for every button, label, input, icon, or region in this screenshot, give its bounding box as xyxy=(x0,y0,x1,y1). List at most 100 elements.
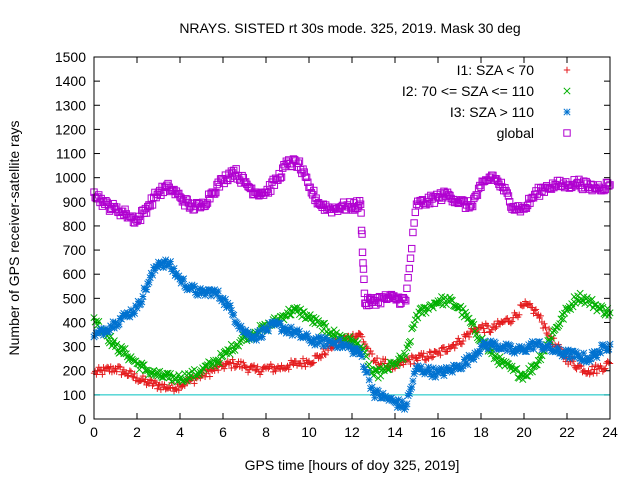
point-I2 xyxy=(385,365,393,374)
point-I1 xyxy=(545,325,553,333)
point-I1 xyxy=(130,373,137,381)
point-global xyxy=(302,173,311,182)
y-tick-label: 300 xyxy=(63,339,87,355)
point-I3 xyxy=(138,298,146,306)
y-tick-label: 1200 xyxy=(55,121,86,137)
point-I1 xyxy=(453,338,461,345)
point-I3 xyxy=(256,326,264,334)
legend-marker-I2 xyxy=(563,87,571,95)
x-tick-label: 20 xyxy=(516,424,532,440)
point-I1 xyxy=(292,357,300,365)
point-I2 xyxy=(218,353,226,361)
point-I1 xyxy=(172,385,179,392)
point-I3 xyxy=(214,287,222,295)
point-I1 xyxy=(310,359,317,366)
point-global xyxy=(409,228,417,237)
y-tick-label: 1000 xyxy=(55,170,86,186)
point-I2 xyxy=(104,337,112,345)
point-I2 xyxy=(559,315,567,323)
y-axis-label: Number of GPS receiver-satellite rays xyxy=(6,121,22,356)
point-I2 xyxy=(497,356,505,364)
point-I3 xyxy=(405,389,413,398)
point-I1 xyxy=(481,329,488,336)
point-I2 xyxy=(215,359,223,367)
y-tick-label: 400 xyxy=(63,314,87,330)
point-I2 xyxy=(422,309,430,317)
point-I3 xyxy=(166,257,174,266)
point-I2 xyxy=(569,303,577,311)
point-I2 xyxy=(470,320,478,328)
legend-marker-I1 xyxy=(563,66,571,74)
point-global xyxy=(310,186,318,195)
point-I1 xyxy=(480,325,487,332)
point-I2 xyxy=(181,370,189,378)
point-I1 xyxy=(602,365,609,372)
point-I3 xyxy=(409,377,417,385)
point-I1 xyxy=(518,302,525,309)
point-I1 xyxy=(215,366,222,374)
point-global xyxy=(535,192,544,200)
point-I1 xyxy=(115,363,123,370)
point-I1 xyxy=(507,319,515,327)
point-I1 xyxy=(400,361,407,368)
point-I2 xyxy=(372,366,380,374)
point-global xyxy=(102,197,110,205)
point-I1 xyxy=(459,337,467,345)
x-axis-label: GPS time [hours of doy 325, 2019] xyxy=(245,457,460,473)
chart-title: NRAYS. SISTED rt 30s mode. 325, 2019. Ma… xyxy=(179,20,520,36)
point-I3 xyxy=(432,373,440,381)
point-I1 xyxy=(458,340,466,348)
point-I1 xyxy=(529,304,536,311)
point-global xyxy=(142,209,151,217)
point-I2 xyxy=(399,354,407,363)
point-I1 xyxy=(368,350,376,358)
point-I1 xyxy=(373,354,381,362)
series-I2 xyxy=(90,289,614,386)
point-I3 xyxy=(358,352,366,361)
point-global xyxy=(521,204,529,212)
point-global xyxy=(226,174,234,183)
point-I1 xyxy=(314,352,321,359)
point-I3 xyxy=(438,364,446,372)
point-I2 xyxy=(557,315,565,323)
point-I1 xyxy=(225,360,233,368)
point-I1 xyxy=(271,364,278,371)
point-I1 xyxy=(537,312,544,320)
point-global xyxy=(276,174,285,182)
point-I1 xyxy=(367,347,374,355)
legend-label-global: global xyxy=(497,125,534,141)
x-tick-label: 12 xyxy=(344,424,360,440)
point-I2 xyxy=(110,337,118,345)
point-I3 xyxy=(336,335,344,343)
point-I1 xyxy=(600,366,608,373)
point-I3 xyxy=(145,278,153,286)
point-global xyxy=(108,204,116,212)
point-I2 xyxy=(226,350,234,358)
point-I1 xyxy=(120,366,128,374)
point-I3 xyxy=(131,309,139,317)
point-I3 xyxy=(287,323,295,331)
point-global xyxy=(605,182,613,190)
point-I1 xyxy=(426,348,433,355)
plot-frame xyxy=(93,56,611,420)
point-I2 xyxy=(166,369,174,378)
point-global xyxy=(146,202,154,210)
y-tick-label: 1400 xyxy=(55,73,86,89)
x-tick-label: 4 xyxy=(176,424,184,440)
legend-marker-I3 xyxy=(563,108,571,116)
point-I2 xyxy=(384,366,392,374)
point-I2 xyxy=(359,344,368,352)
point-global xyxy=(600,186,608,195)
point-I1 xyxy=(605,359,613,366)
point-I3 xyxy=(565,354,573,363)
point-I1 xyxy=(420,350,427,357)
point-I1 xyxy=(425,355,432,362)
point-global xyxy=(408,244,416,253)
point-I2 xyxy=(229,347,237,355)
point-I2 xyxy=(467,320,475,328)
y-tick-label: 600 xyxy=(63,266,87,282)
point-I2 xyxy=(421,303,429,311)
point-I1 xyxy=(146,376,154,383)
point-I3 xyxy=(139,292,147,301)
